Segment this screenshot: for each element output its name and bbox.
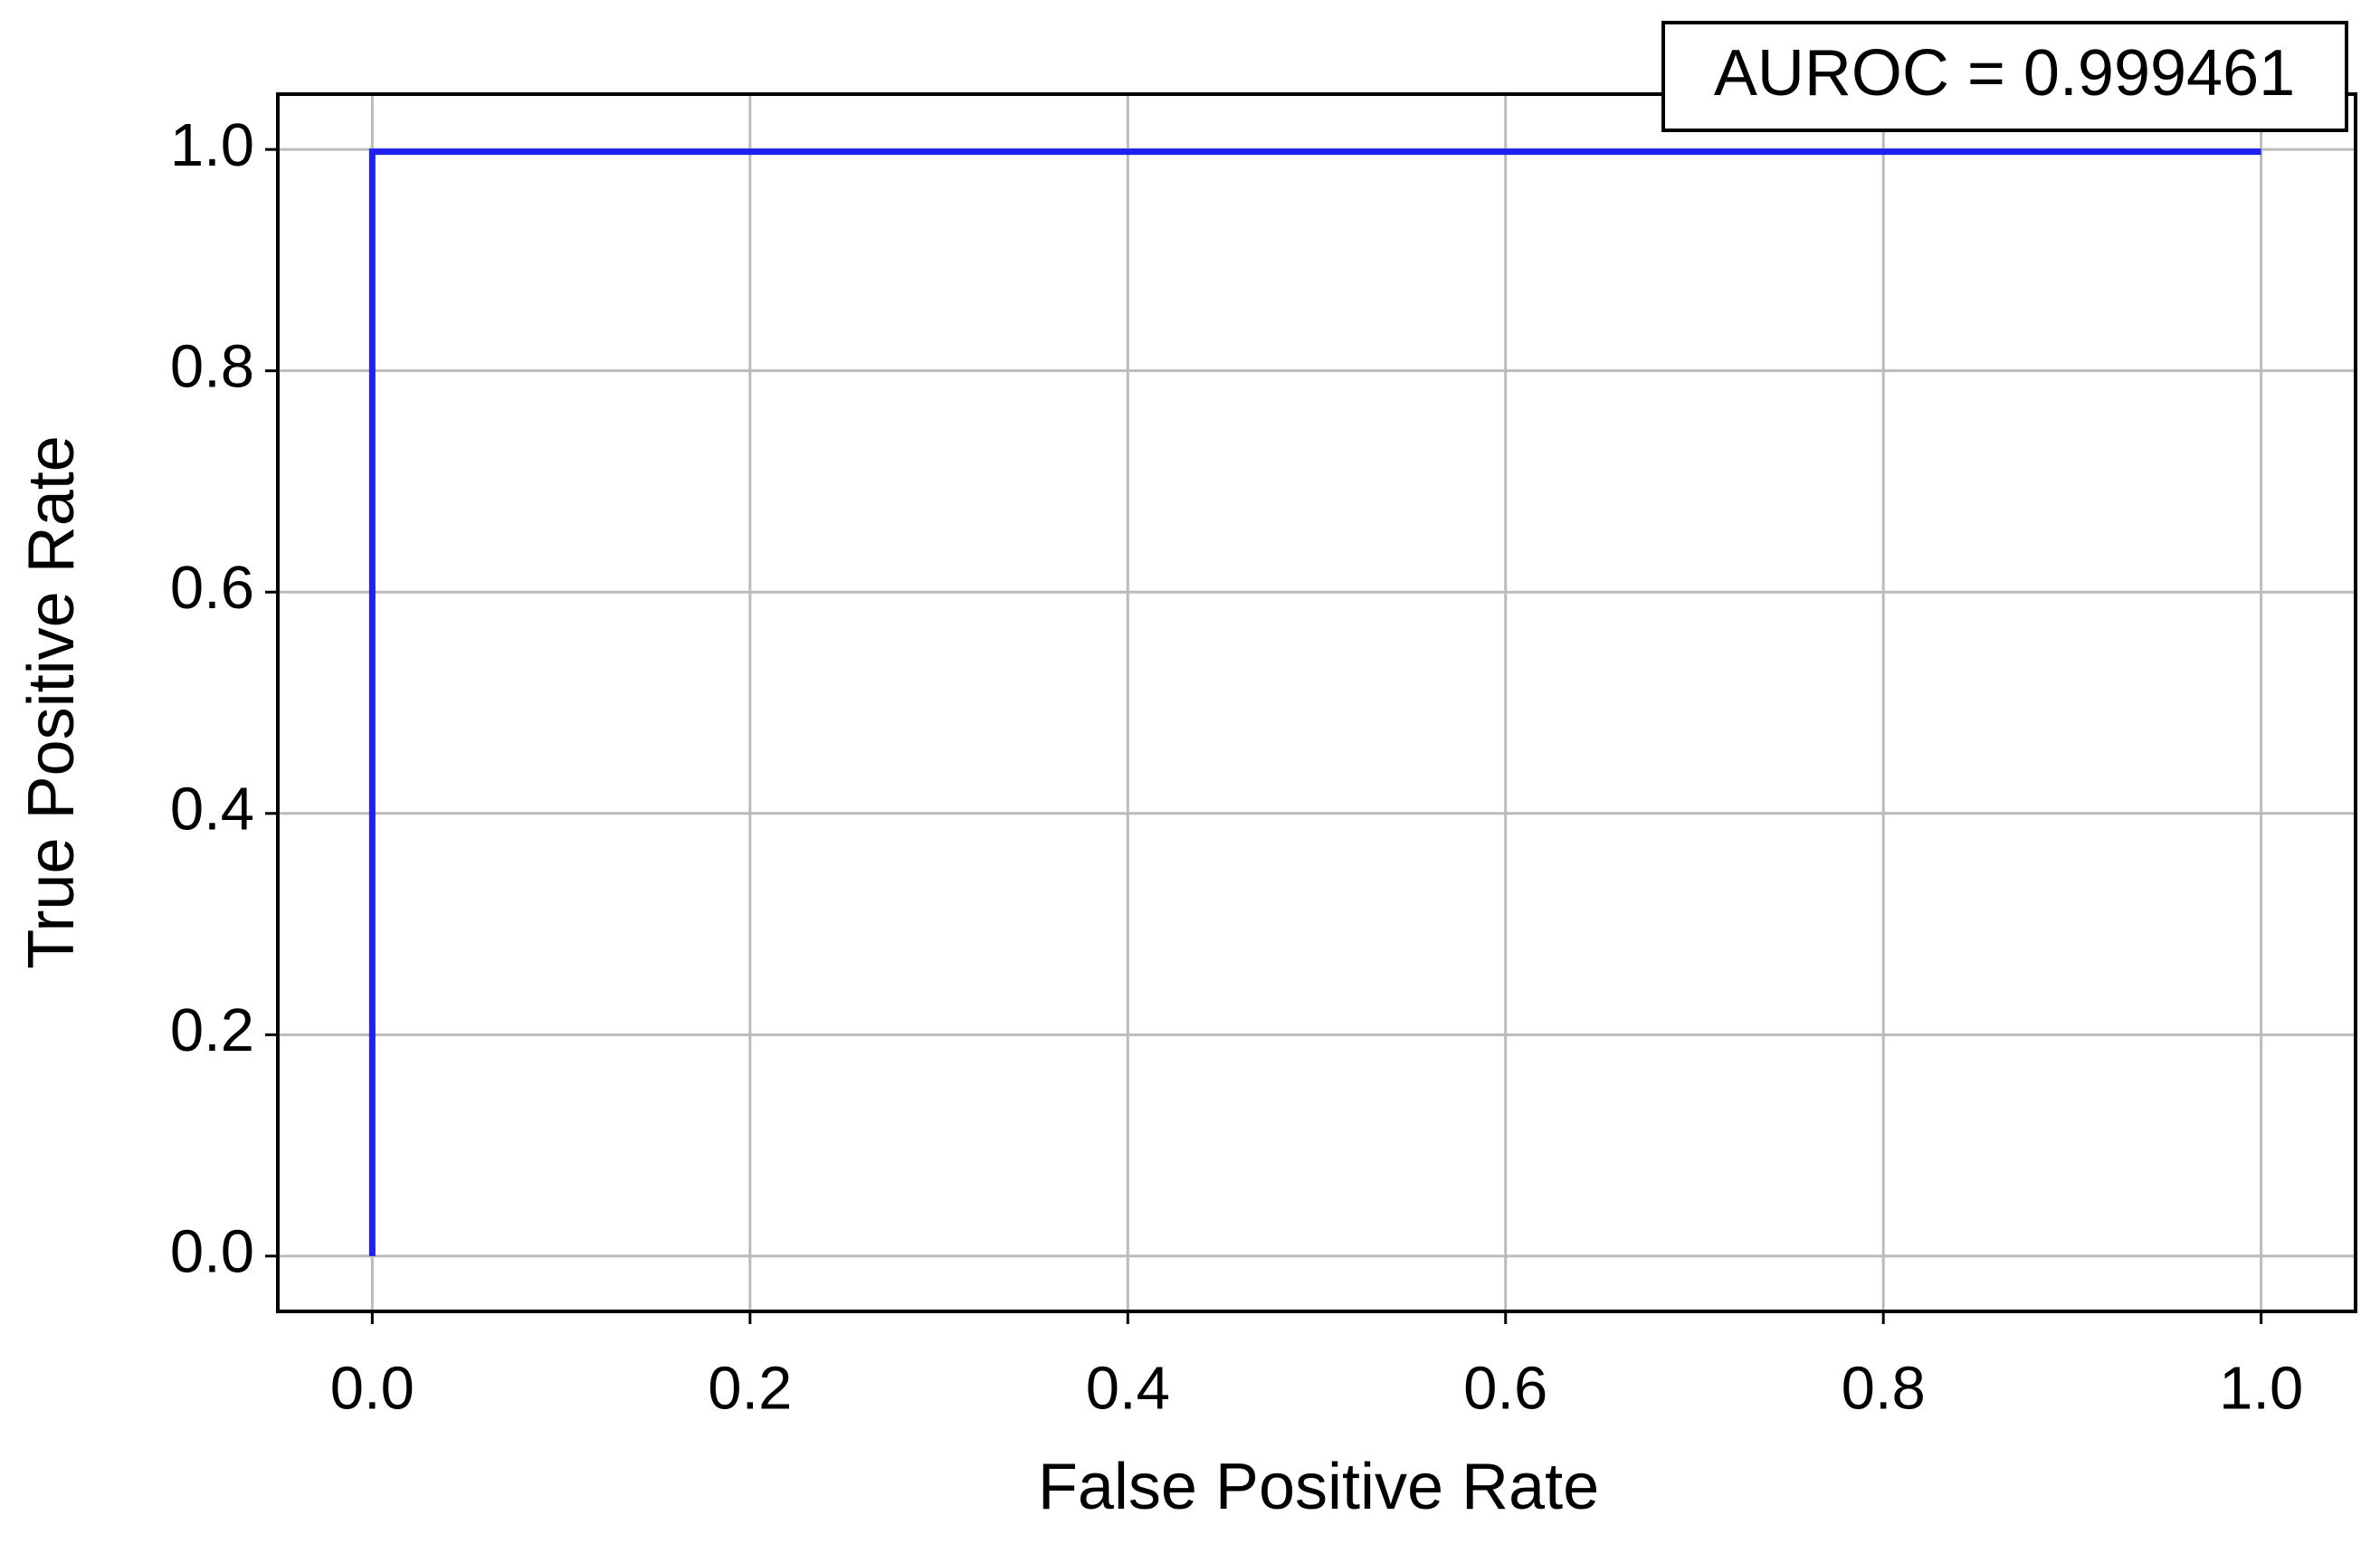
- y-tick-label: 0.2: [170, 996, 254, 1064]
- plot-frame: [276, 92, 2357, 1313]
- y-axis-label: True Positive Rate: [15, 435, 88, 969]
- annotation-box: [1661, 21, 2348, 132]
- roc-curve: [368, 148, 2261, 1256]
- x-tick-label: 0.2: [708, 1355, 792, 1423]
- y-tick-label: 0.6: [170, 554, 254, 622]
- x-tick-label: 0.0: [330, 1355, 414, 1423]
- x-axis-label: False Positive Rate: [1038, 1451, 1599, 1523]
- y-tick-label: 0.8: [170, 332, 254, 400]
- y-tick-label: 0.0: [170, 1218, 254, 1286]
- x-tick-label: 0.4: [1086, 1355, 1170, 1423]
- x-tick-label: 1.0: [2219, 1355, 2303, 1423]
- x-tick-label: 0.8: [1842, 1355, 1926, 1423]
- annotation: AUROC = 0.999461: [1714, 37, 2295, 110]
- y-tick-label: 0.4: [170, 775, 254, 843]
- x-tick-label: 0.6: [1463, 1355, 1547, 1423]
- y-tick-label: 1.0: [170, 111, 254, 179]
